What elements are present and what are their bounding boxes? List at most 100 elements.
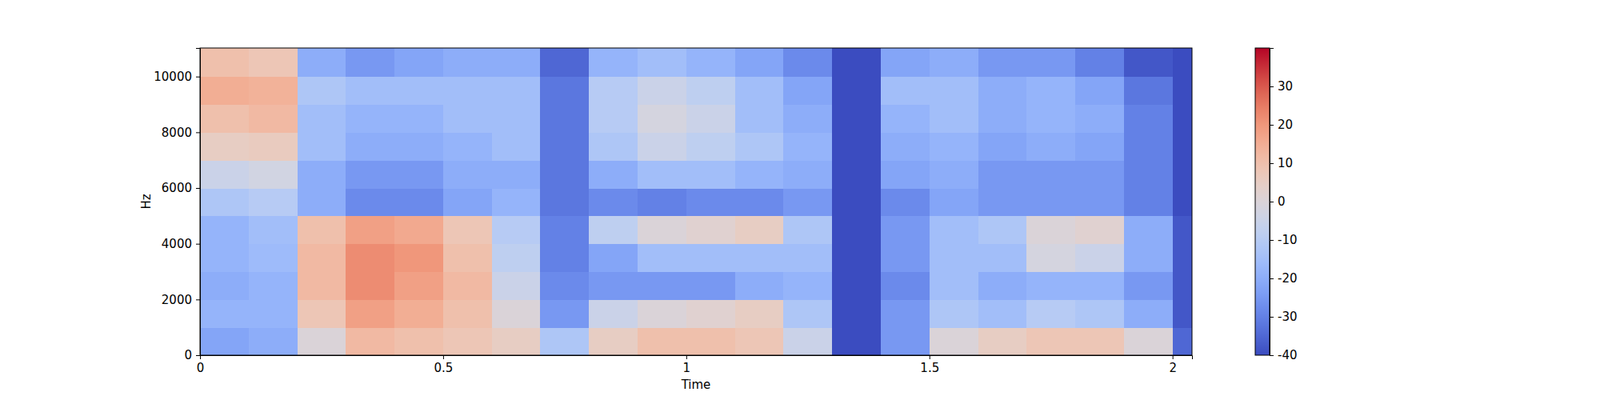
cell — [686, 327, 736, 356]
cell — [929, 299, 979, 328]
cell — [540, 104, 589, 133]
cell — [1124, 299, 1173, 328]
cell — [978, 132, 1028, 160]
cell — [540, 188, 589, 216]
cell — [345, 272, 395, 300]
cell — [637, 299, 687, 328]
cell — [832, 216, 881, 244]
cell — [735, 48, 784, 77]
cell — [588, 188, 638, 216]
cell — [637, 244, 687, 272]
cell — [394, 132, 444, 160]
tick: 10000 — [153, 69, 200, 84]
cell — [588, 272, 638, 300]
cell — [443, 104, 492, 133]
cell — [248, 132, 298, 160]
cell — [783, 299, 832, 328]
cell — [978, 104, 1028, 133]
cell — [540, 160, 589, 188]
cell — [832, 272, 881, 300]
tick-mark — [1269, 124, 1274, 126]
cell — [1172, 160, 1192, 188]
cell — [443, 48, 492, 77]
colorbar-axis: -40-30-20-100102030 — [1269, 48, 1298, 364]
tick-label: 0 — [1277, 194, 1286, 209]
cell — [588, 160, 638, 188]
cell — [1075, 132, 1124, 160]
cell — [783, 48, 832, 77]
cell — [783, 160, 832, 188]
cell — [880, 216, 930, 244]
cell — [200, 188, 249, 216]
cell — [492, 132, 541, 160]
cell — [1172, 216, 1192, 244]
cell — [443, 244, 492, 272]
cell — [1172, 76, 1192, 105]
tick: 0 — [1269, 194, 1286, 209]
cell — [540, 327, 589, 356]
cell — [540, 244, 589, 272]
cell — [735, 272, 784, 300]
cell — [200, 272, 249, 300]
cell — [1124, 48, 1173, 77]
cell — [1172, 188, 1192, 216]
cell — [1026, 272, 1076, 300]
cell — [880, 160, 930, 188]
cell — [443, 132, 492, 160]
cell — [832, 160, 881, 188]
cell — [929, 188, 979, 216]
cell — [1172, 272, 1192, 300]
cell — [394, 76, 444, 105]
cell — [1124, 104, 1173, 133]
cell — [832, 327, 881, 356]
cell — [637, 272, 687, 300]
cell — [832, 132, 881, 160]
cell — [297, 299, 347, 328]
y-axis-title: Hz — [139, 193, 154, 209]
cell — [1075, 104, 1124, 133]
cell — [200, 160, 249, 188]
cell — [783, 76, 832, 105]
cell — [297, 76, 347, 105]
cell — [783, 132, 832, 160]
cell — [394, 188, 444, 216]
cell — [686, 160, 736, 188]
cell — [880, 76, 930, 105]
cell — [200, 244, 249, 272]
cell — [1026, 76, 1076, 105]
cell — [297, 188, 347, 216]
cell — [686, 216, 736, 244]
cell — [492, 216, 541, 244]
cell — [880, 104, 930, 133]
cell — [978, 48, 1028, 77]
tick-mark — [1269, 163, 1274, 164]
cell — [345, 299, 395, 328]
cell — [832, 188, 881, 216]
cell — [588, 104, 638, 133]
cell — [588, 48, 638, 77]
cell — [248, 216, 298, 244]
cell — [200, 132, 249, 160]
tick-label: 1.5 — [920, 360, 940, 376]
cell — [880, 188, 930, 216]
cell — [1075, 76, 1124, 105]
cell — [637, 216, 687, 244]
cell — [297, 272, 347, 300]
cell — [783, 216, 832, 244]
cell — [492, 76, 541, 105]
tick-mark — [196, 76, 200, 78]
tick-label: 20 — [1277, 117, 1293, 132]
cell — [1026, 216, 1076, 244]
cell — [929, 272, 979, 300]
tick-label: 0.5 — [433, 360, 453, 376]
cell — [297, 132, 347, 160]
tick-mark — [196, 355, 200, 356]
cell — [929, 76, 979, 105]
chart: 00.511.520200040006000800010000TimeHz-40… — [0, 0, 1600, 400]
x-axis: 00.511.52 — [196, 355, 1193, 376]
cell — [637, 327, 687, 356]
cell — [637, 76, 687, 105]
cell — [297, 160, 347, 188]
cell — [200, 299, 249, 328]
tick: 20 — [1269, 117, 1293, 132]
